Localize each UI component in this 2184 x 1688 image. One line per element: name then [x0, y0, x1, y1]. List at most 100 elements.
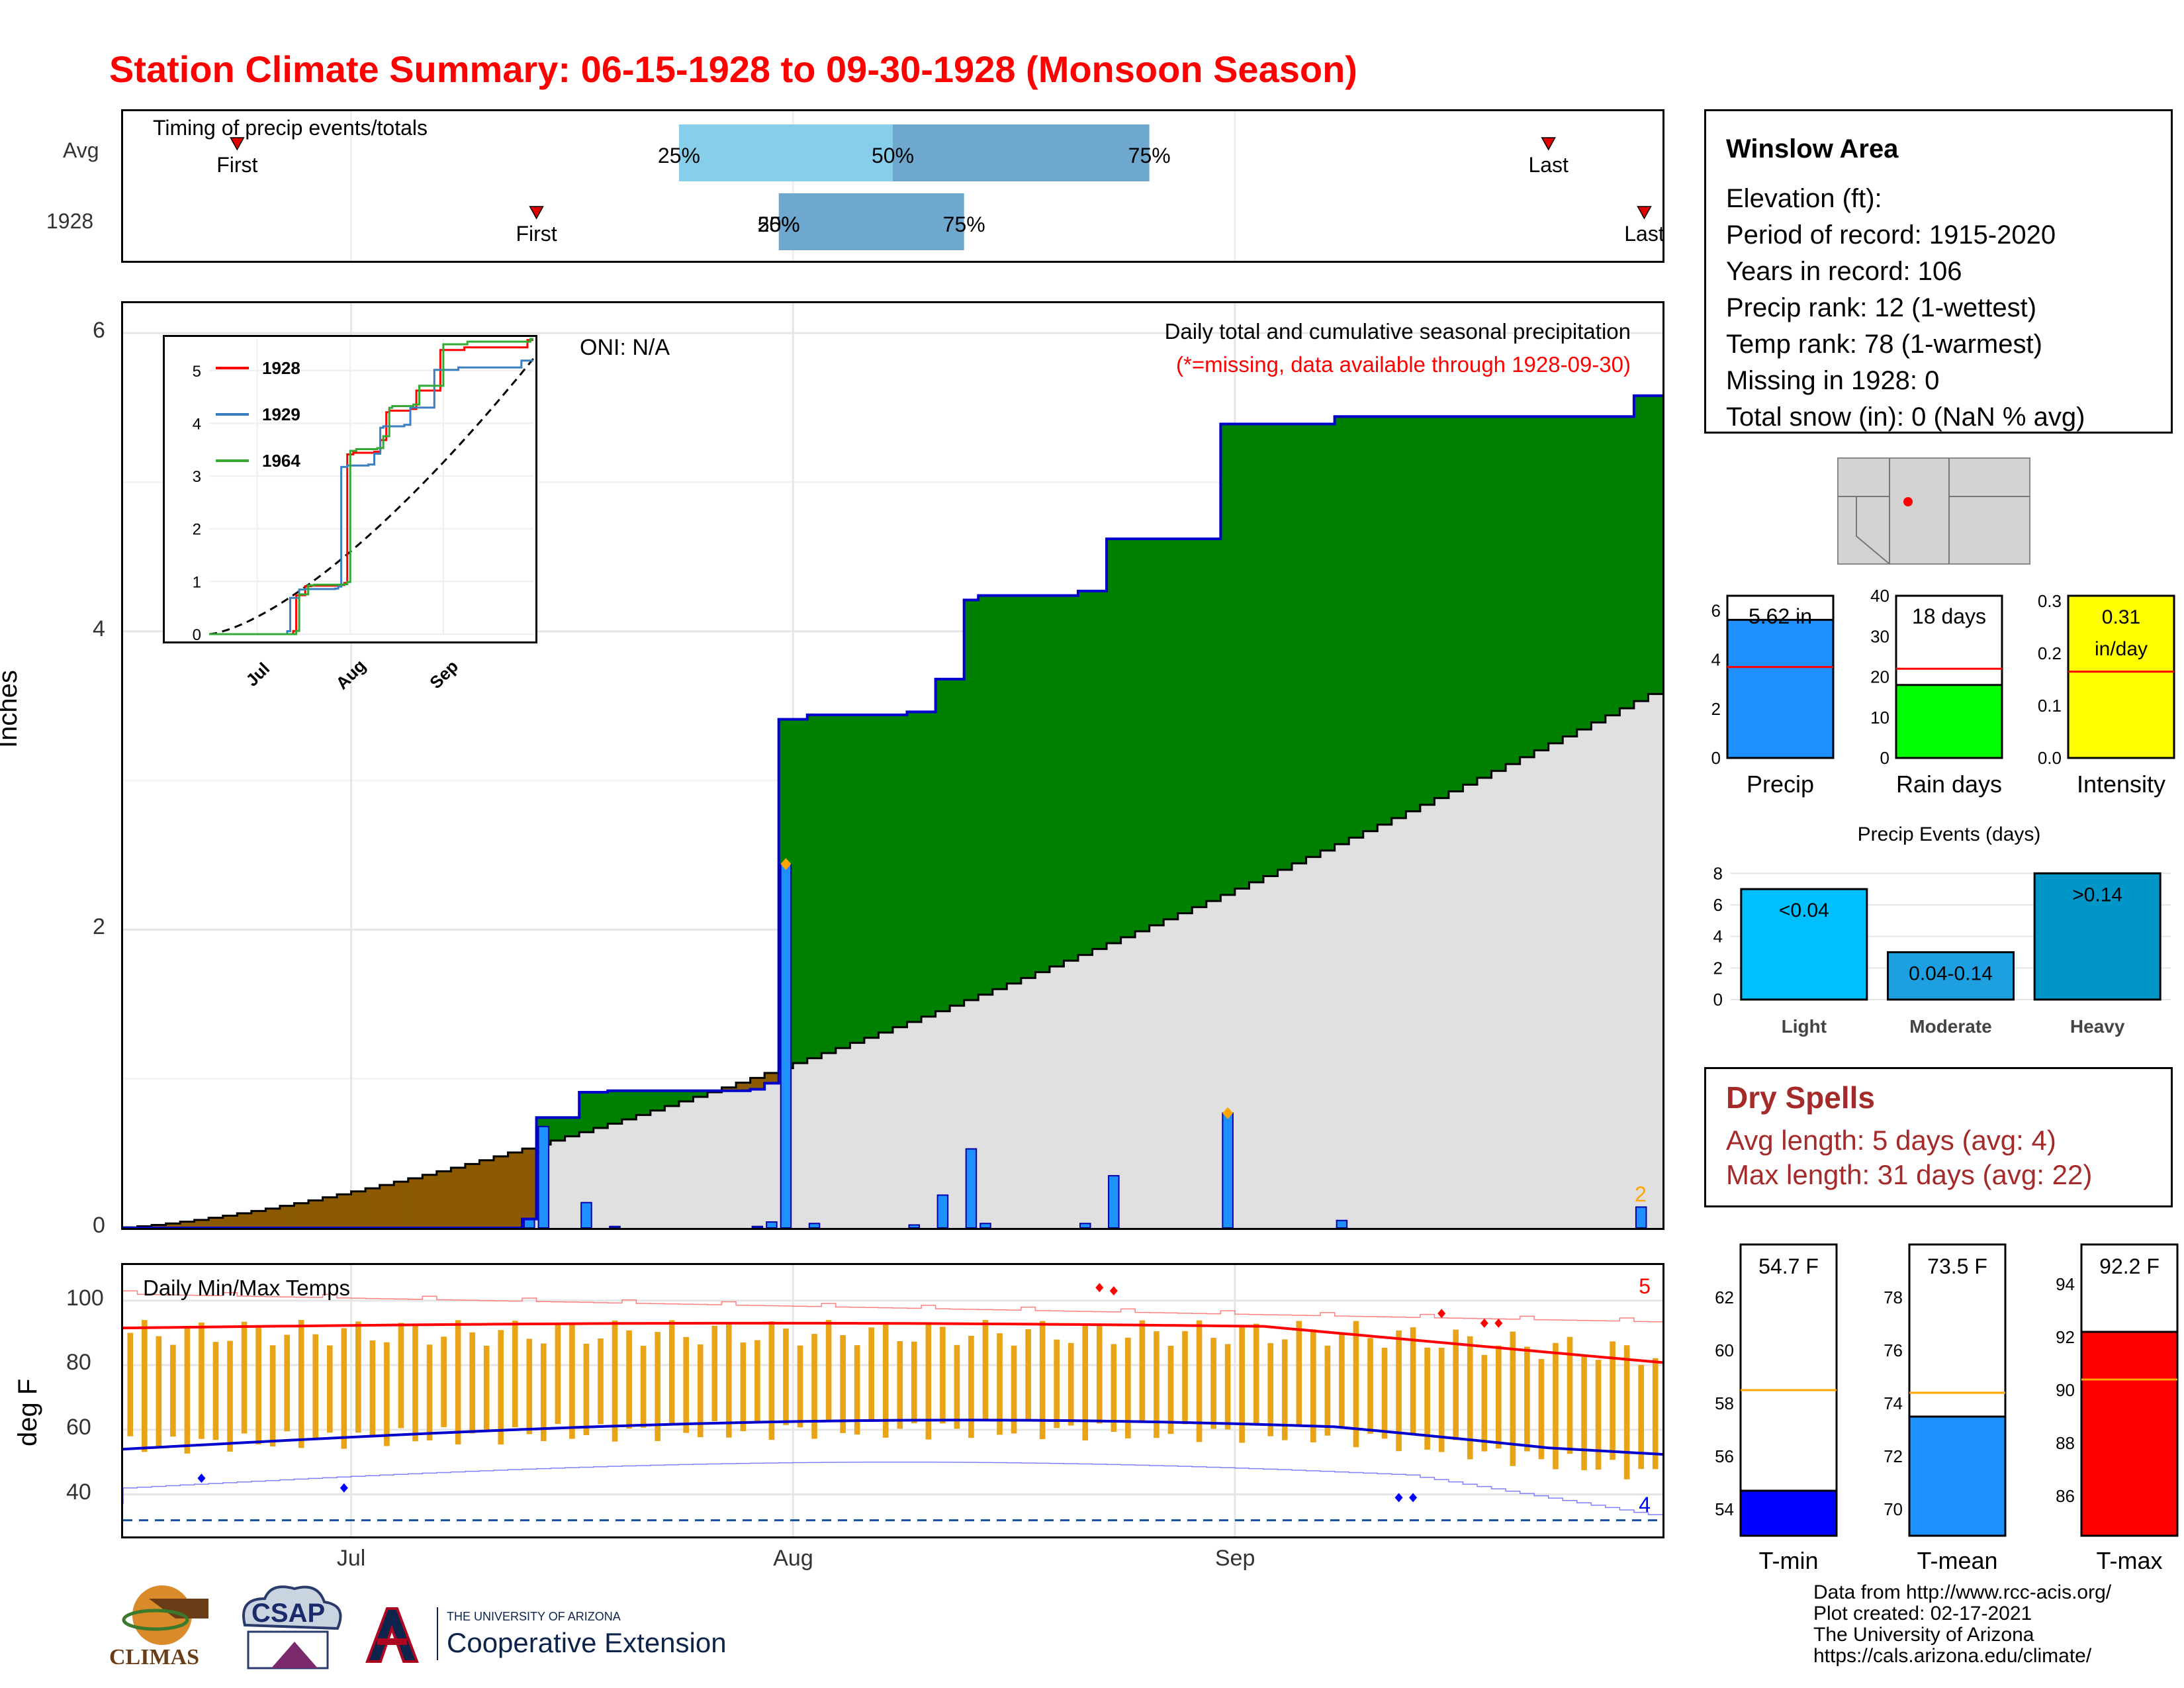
- daily-temp-bar: [398, 1323, 404, 1429]
- departure-fill: [1192, 539, 1207, 908]
- daily-temp-bar: [469, 1332, 475, 1434]
- daily-temp-bar: [156, 1336, 162, 1446]
- departure-fill: [1477, 416, 1492, 778]
- record-daily-marker: [1222, 1107, 1234, 1119]
- daily-temp-bar: [1396, 1330, 1402, 1452]
- info-elevation: Elevation (ft):: [1726, 184, 1882, 213]
- departure-fill: [992, 595, 1007, 990]
- daily-precip-bar: [1108, 1175, 1120, 1228]
- timing-row-label-year: 1928: [46, 209, 94, 233]
- tbar-ytick-label: 78: [1884, 1288, 1903, 1307]
- departure-fill: [1292, 424, 1307, 864]
- tbar-ytick-label: 70: [1884, 1499, 1903, 1519]
- departure-fill: [1448, 416, 1464, 792]
- departure-fill: [436, 1171, 451, 1228]
- mini-value-label: 5.62 in: [1749, 604, 1812, 628]
- daily-temp-bar: [1239, 1325, 1245, 1443]
- daily-temp-bar: [241, 1321, 248, 1434]
- departure-fill: [1035, 595, 1050, 972]
- departure-fill: [750, 1078, 765, 1090]
- daily-temp-bar: [1510, 1331, 1516, 1466]
- mini-bar-Precip: [1726, 618, 1835, 759]
- timing-p75-label: 75%: [1128, 144, 1171, 167]
- departure-fill: [237, 1213, 252, 1228]
- timing-iqr-low: [678, 124, 893, 181]
- tbar-ytick-label: 86: [2056, 1486, 2075, 1506]
- daily-temp-bar: [341, 1328, 347, 1449]
- info-years: Years in record: 106: [1726, 257, 1962, 286]
- daily-temp-bar: [1424, 1347, 1430, 1450]
- daily-temp-bar: [1324, 1345, 1331, 1436]
- departure-fill: [807, 714, 822, 1058]
- daily-temp-bar: [1581, 1356, 1587, 1470]
- csap-logo-text: CSAP: [251, 1599, 326, 1628]
- inset-ytick-label: 5: [193, 363, 201, 381]
- events-category-label: Heavy: [2070, 1016, 2125, 1037]
- observed-cumulative-line: [123, 394, 1662, 1228]
- daily-temp-bar: [1367, 1338, 1373, 1434]
- departure-fill: [1591, 416, 1606, 723]
- record-low-marker: [197, 1474, 206, 1483]
- daily-temp-bar: [697, 1344, 704, 1438]
- temp-ytick-label: 100: [66, 1285, 104, 1311]
- record-high-marker: [1109, 1286, 1118, 1296]
- climas-logo-text: CLIMAS: [109, 1645, 200, 1669]
- daily-temp-bar: [384, 1342, 390, 1446]
- daily-temp-bar: [754, 1340, 760, 1423]
- departure-fill: [878, 714, 893, 1033]
- tbar-name-label: T-max: [2096, 1547, 2162, 1574]
- inset-series-line-1964: [209, 338, 533, 635]
- events-bar-label: >0.14: [2072, 884, 2122, 906]
- departure-fill: [1135, 539, 1150, 931]
- departure-fill: [1021, 595, 1036, 978]
- daily-precip-bar: [979, 1223, 991, 1228]
- record-high-marker: [1494, 1318, 1503, 1328]
- inset-xtick-label: Aug: [332, 655, 369, 693]
- departure-fill: [1520, 416, 1535, 757]
- daily-temp-bar: [269, 1345, 276, 1447]
- record-high-line: [123, 1290, 1662, 1323]
- departure-fill: [422, 1174, 437, 1228]
- daily-temp-bar: [1453, 1329, 1459, 1440]
- precip-ylabel: Inches: [0, 670, 23, 748]
- precip-ytick-label: 0: [93, 1213, 105, 1238]
- departure-fill: [508, 1152, 523, 1228]
- departure-fill: [1363, 416, 1378, 831]
- daily-temp-bar: [1011, 1345, 1017, 1434]
- info-precip-rank: Precip rank: 12 (1-wettest): [1726, 293, 2037, 322]
- mini-ytick-label: 0.2: [2038, 643, 2062, 663]
- departure-fill: [165, 1223, 181, 1228]
- departure-fill: [251, 1211, 266, 1228]
- departure-fill: [593, 1092, 608, 1129]
- daily-temp-bar: [255, 1327, 261, 1445]
- timing-last-marker: [1541, 137, 1556, 151]
- daily-temp-bar: [298, 1319, 304, 1448]
- daily-temp-bar: [640, 1345, 647, 1428]
- departure-fill: [1320, 424, 1336, 851]
- temp-ytick-label: 60: [66, 1414, 91, 1440]
- mini-ytick-label: 6: [1711, 600, 1721, 620]
- departure-fill: [950, 679, 965, 1006]
- inset-chart: 0 1 2 3 4 5 1928 1929 1964 Jul Aug Sep: [193, 338, 535, 693]
- events-category-label: Light: [1782, 1016, 1827, 1037]
- daily-temp-bar: [1082, 1323, 1089, 1441]
- ua-logo-big-text: Cooperative Extension: [447, 1627, 727, 1658]
- station-info-panel: Winslow Area Elevation (ft): Period of r…: [1704, 109, 2173, 434]
- events-title: Precip Events (days): [1858, 823, 2041, 845]
- tbar-T-min: [1739, 1489, 1838, 1537]
- daily-temp-bar: [740, 1342, 747, 1432]
- events-bar-light: [1740, 888, 1868, 1001]
- daily-temp-bar: [212, 1342, 219, 1440]
- daily-temp-bar: [583, 1343, 590, 1436]
- departure-fill: [308, 1200, 324, 1228]
- daily-precip-bar: [1336, 1219, 1348, 1228]
- daily-precip-bar: [537, 1125, 550, 1228]
- departure-fill: [893, 714, 908, 1027]
- mini-bar-Rain days: [1895, 684, 2003, 759]
- daily-temp-bar: [1553, 1342, 1559, 1470]
- tbar-ytick-label: 90: [2056, 1380, 2075, 1400]
- timing-last-label: Last: [1528, 153, 1569, 177]
- daily-temp-bar: [1610, 1341, 1615, 1460]
- departure-fill: [764, 1072, 780, 1084]
- timing-panel: Timing of precip events/totals 25% 50% 75% F…: [121, 109, 1664, 263]
